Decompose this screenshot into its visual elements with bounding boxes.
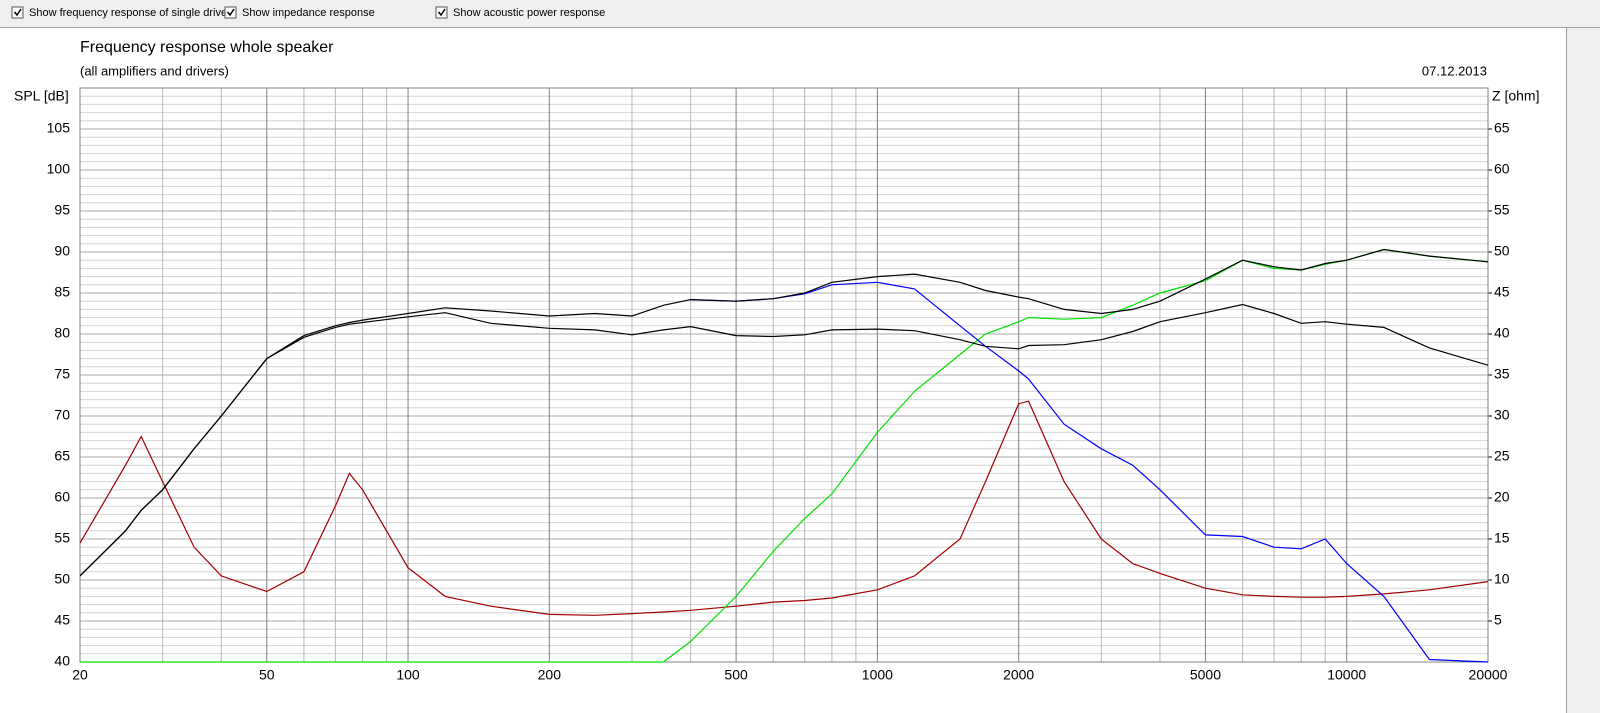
- y2-tick-label: 50: [1494, 243, 1510, 259]
- checkbox[interactable]: Show frequency response of single drive: [11, 6, 227, 19]
- y-tick-label: 45: [54, 612, 70, 628]
- checkbox[interactable]: Show impedance response: [224, 6, 375, 19]
- x-tick-label: 20: [72, 667, 88, 683]
- x-tick-label: 1000: [862, 667, 893, 683]
- x-tick-label: 10000: [1327, 667, 1366, 683]
- y2-tick-label: 40: [1494, 325, 1510, 341]
- chart-title: Frequency response whole speaker: [80, 39, 334, 56]
- y2-tick-label: 45: [1494, 284, 1510, 300]
- y-tick-label: 105: [47, 120, 71, 136]
- y-axis-label: SPL [dB]: [14, 88, 69, 104]
- checkbox-box: [11, 6, 24, 19]
- series-line: [80, 400, 1488, 616]
- checkbox[interactable]: Show acoustic power response: [435, 6, 605, 19]
- y-tick-label: 65: [54, 448, 70, 464]
- x-tick-label: 5000: [1190, 667, 1221, 683]
- series-line: [80, 248, 1488, 577]
- series-line: [80, 248, 1488, 663]
- chart-subtitle: (all amplifiers and drivers): [80, 63, 229, 78]
- x-tick-label: 2000: [1003, 667, 1034, 683]
- series-line: [690, 281, 1488, 663]
- grid: [79, 88, 1489, 663]
- series-line: [80, 303, 1488, 577]
- y-tick-label: 75: [54, 366, 70, 382]
- checkbox-check: [226, 8, 235, 17]
- y2-tick-label: 55: [1494, 202, 1510, 218]
- y2-axis-label: Z [ohm]: [1492, 88, 1539, 104]
- x-tick-label: 200: [538, 667, 562, 683]
- y-tick-label: 60: [54, 489, 70, 505]
- y2-tick-label: 5: [1494, 612, 1502, 628]
- checkbox-check: [13, 8, 22, 17]
- y-tick-label: 85: [54, 284, 70, 300]
- y-tick-label: 50: [54, 571, 70, 587]
- y-tick-label: 70: [54, 407, 70, 423]
- y2-tick-label: 35: [1494, 366, 1510, 382]
- chart-date: 07.12.2013: [1422, 63, 1487, 78]
- plot-frame: [79, 87, 1489, 663]
- checkbox-box: [435, 6, 448, 19]
- y-tick-label: 80: [54, 325, 70, 341]
- checkbox-label: Show acoustic power response: [453, 7, 605, 19]
- chart-panel: [0, 28, 1567, 713]
- y2-tick-label: 60: [1494, 161, 1510, 177]
- checkbox-label: Show frequency response of single drive: [29, 7, 227, 19]
- y-tick-label: 40: [54, 653, 70, 669]
- checkbox-check: [437, 8, 446, 17]
- x-tick-label: 100: [396, 667, 420, 683]
- y2-tick-label: 25: [1494, 448, 1510, 464]
- checkbox-label: Show impedance response: [242, 7, 375, 19]
- x-tick-label: 20000: [1469, 667, 1508, 683]
- y-tick-label: 95: [54, 202, 70, 218]
- y2-tick-label: 30: [1494, 407, 1510, 423]
- checkbox-box: [224, 6, 237, 19]
- y2-tick-label: 65: [1494, 120, 1510, 136]
- y2-tick-label: 10: [1494, 571, 1510, 587]
- toolbar: [0, 0, 1600, 28]
- y-tick-label: 100: [47, 161, 71, 177]
- y-tick-label: 55: [54, 530, 70, 546]
- x-tick-label: 500: [724, 667, 748, 683]
- x-tick-label: 50: [259, 667, 275, 683]
- y2-tick-label: 20: [1494, 489, 1510, 505]
- y2-tick-label: 15: [1494, 530, 1510, 546]
- y-tick-label: 90: [54, 243, 70, 259]
